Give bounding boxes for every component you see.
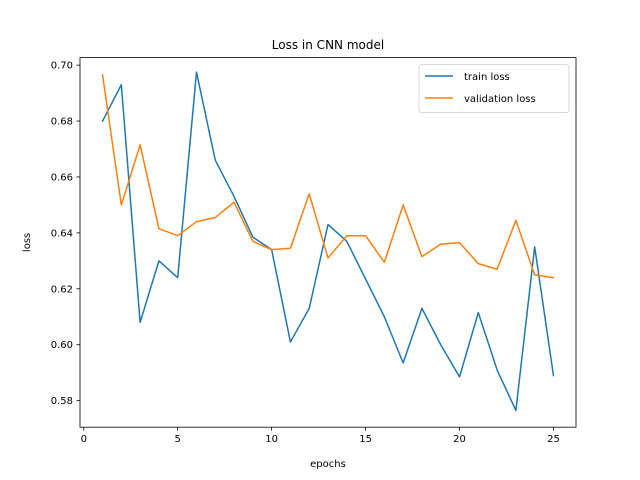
series-line-train-loss	[101, 71, 555, 412]
y-tick-label: 0.68	[51, 117, 73, 128]
legend: train loss validation loss	[418, 64, 570, 113]
x-axis-ticks: 0 5 10 15 20 25	[81, 427, 560, 445]
y-tick-label: 0.62	[51, 284, 73, 295]
x-tick-label: 25	[547, 434, 560, 445]
y-tick-label: 0.70	[51, 61, 73, 72]
y-tick-label: 0.60	[51, 340, 73, 351]
x-tick-label: 0	[81, 434, 87, 445]
y-axis-label: loss	[22, 233, 33, 252]
y-axis-ticks: 0.58 0.60 0.62 0.64 0.66 0.68 0.70	[51, 61, 80, 407]
chart-title: Loss in CNN model	[272, 38, 384, 52]
y-tick-label: 0.64	[51, 228, 73, 239]
legend-label-train-loss: train loss	[464, 72, 510, 83]
x-tick-label: 15	[359, 434, 372, 445]
x-tick-label: 10	[265, 434, 278, 445]
plot-area-frame	[79, 57, 577, 428]
series-lines	[101, 71, 555, 412]
x-tick-label: 5	[175, 434, 181, 445]
legend-box	[418, 64, 570, 113]
series-line-validation-loss	[101, 74, 555, 279]
legend-label-validation-loss: validation loss	[464, 94, 536, 105]
y-tick-label: 0.58	[51, 396, 73, 407]
y-tick-label: 0.66	[51, 172, 73, 183]
x-axis-label: epochs	[310, 459, 346, 470]
x-tick-label: 20	[453, 434, 466, 445]
